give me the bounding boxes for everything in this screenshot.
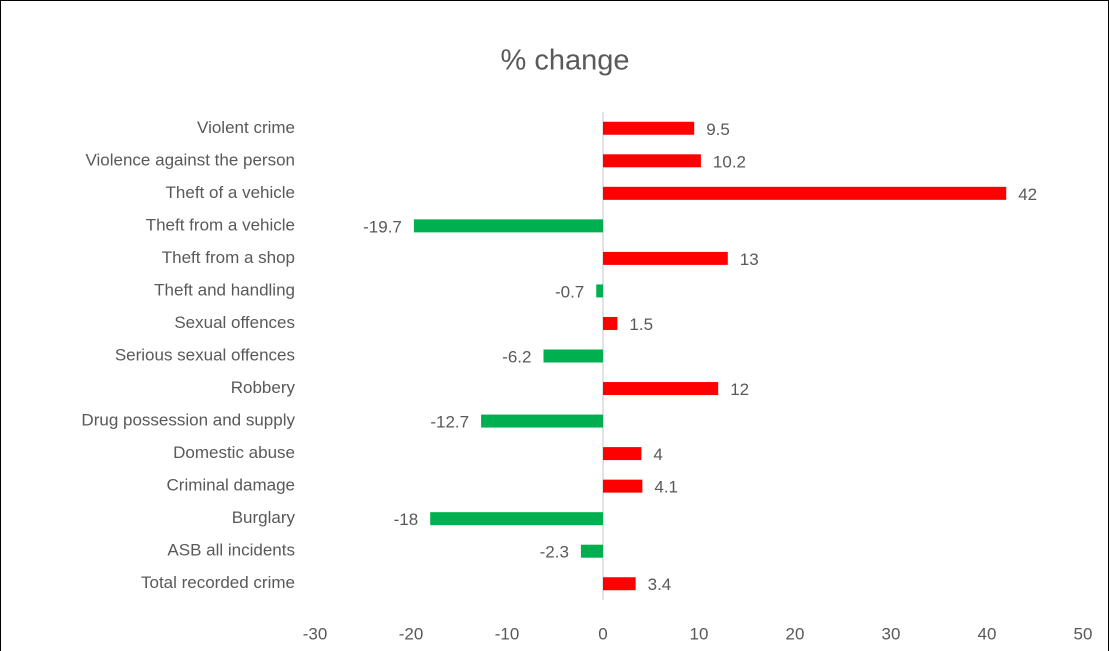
data-label: 42 [1018,185,1037,204]
data-label: 10.2 [713,152,746,171]
y-tick-label: Drug possession and supply [81,411,295,430]
y-tick-label: Theft of a vehicle [166,183,295,202]
bar [603,316,618,330]
data-label: -18 [394,510,419,529]
bar [580,544,603,558]
y-tick-label: Robbery [231,378,296,397]
y-tick-label: Violence against the person [85,150,295,169]
data-label: -12.7 [430,413,469,432]
data-label: 4 [653,445,662,464]
y-tick-label: Theft from a vehicle [146,215,295,234]
y-tick-label: Domestic abuse [173,443,295,462]
bar [543,349,603,363]
data-label: 12 [730,380,749,399]
y-tick-label: Total recorded crime [141,573,295,592]
y-tick-label: Violent crime [197,118,295,137]
data-label: -19.7 [363,217,402,236]
data-label: -0.7 [555,282,584,301]
y-tick-label: Criminal damage [167,476,296,495]
y-tick-label: Burglary [232,508,296,527]
bar [596,284,603,298]
data-label: 3.4 [648,575,672,594]
data-label: 9.5 [706,120,730,139]
chart-title: % change [501,45,630,77]
y-tick-label: Sexual offences [174,313,295,332]
bar [603,382,719,396]
x-tick-label: 10 [690,624,709,643]
bar [430,512,603,526]
bar [413,219,603,233]
data-label: -6.2 [502,347,531,366]
bar [603,251,728,265]
bar [603,154,701,168]
x-tick-label: 50 [1074,624,1093,643]
x-tick-label: -30 [303,624,328,643]
bar [603,121,695,135]
x-tick-label: -20 [399,624,424,643]
bar [481,414,603,428]
data-label: 1.5 [629,315,653,334]
x-tick-label: -10 [495,624,520,643]
y-tick-label: ASB all incidents [167,541,295,560]
y-tick-label: Theft and handling [154,280,295,299]
data-label: 4.1 [654,478,678,497]
data-label: -2.3 [540,543,569,562]
x-tick-label: 0 [598,624,607,643]
x-tick-label: 40 [978,624,997,643]
y-tick-label: Theft from a shop [162,248,295,267]
y-tick-label: Serious sexual offences [115,345,295,364]
bar [603,577,636,591]
bar [603,479,643,493]
x-tick-label: 20 [786,624,805,643]
x-tick-label: 30 [882,624,901,643]
bar [603,447,642,461]
data-label: 13 [740,250,759,269]
bar [603,186,1007,200]
